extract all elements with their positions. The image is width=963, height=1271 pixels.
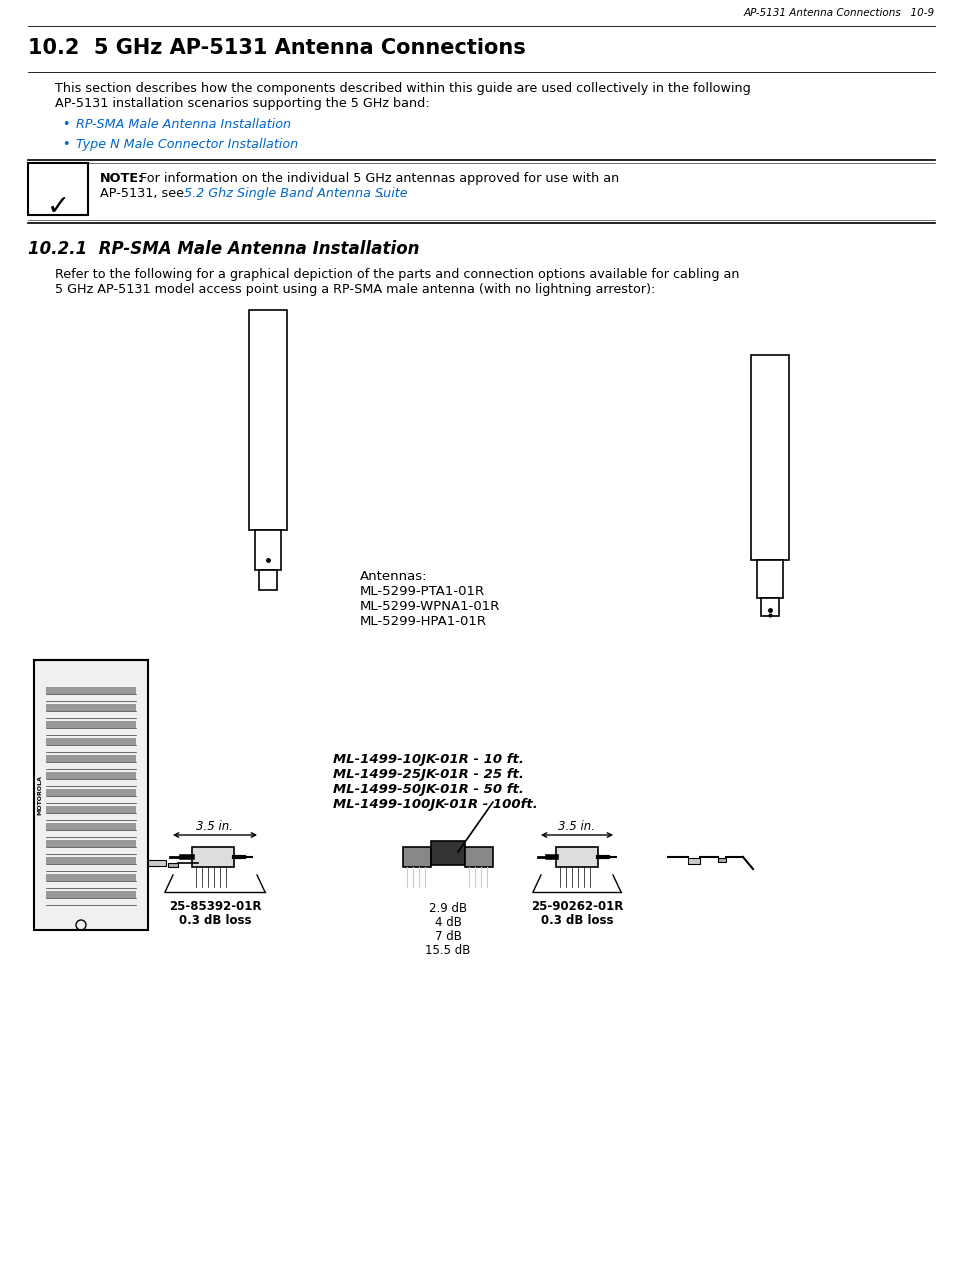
Bar: [46, 738, 136, 745]
Text: ML-1499-100JK-01R - 100ft.: ML-1499-100JK-01R - 100ft.: [333, 798, 537, 811]
Text: 25-90262-01R: 25-90262-01R: [531, 900, 623, 913]
Text: .: .: [380, 187, 384, 200]
Bar: [556, 846, 598, 867]
Bar: [148, 860, 166, 866]
Bar: [46, 755, 136, 763]
Text: ML-5299-PTA1-01R: ML-5299-PTA1-01R: [360, 585, 485, 597]
Bar: [259, 569, 277, 590]
Bar: [46, 840, 136, 846]
Bar: [46, 771, 136, 779]
Text: Refer to the following for a graphical depiction of the parts and connection opt: Refer to the following for a graphical d…: [55, 268, 740, 281]
Bar: [46, 789, 136, 796]
Bar: [46, 874, 136, 881]
Bar: [46, 721, 136, 728]
Text: ML-1499-25JK-01R - 25 ft.: ML-1499-25JK-01R - 25 ft.: [333, 768, 524, 780]
Bar: [46, 704, 136, 710]
Bar: [46, 824, 136, 830]
Text: 15.5 dB: 15.5 dB: [426, 944, 471, 957]
Text: 3.5 in.: 3.5 in.: [196, 820, 233, 833]
Bar: [718, 858, 726, 862]
Text: RP-SMA Male Antenna Installation: RP-SMA Male Antenna Installation: [76, 118, 291, 131]
Bar: [465, 846, 493, 867]
Bar: [192, 846, 234, 867]
Text: 5 GHz AP-5131 model access point using a RP-SMA male antenna (with no lightning : 5 GHz AP-5131 model access point using a…: [55, 283, 656, 296]
Text: 7 dB: 7 dB: [434, 930, 461, 943]
Text: Type N Male Connector Installation: Type N Male Connector Installation: [76, 139, 299, 151]
Text: MOTOROLA: MOTOROLA: [38, 775, 42, 815]
Text: •: •: [62, 139, 69, 151]
Text: 4 dB: 4 dB: [434, 916, 461, 929]
Bar: [688, 858, 700, 864]
Text: ML-1499-10JK-01R - 10 ft.: ML-1499-10JK-01R - 10 ft.: [333, 752, 524, 766]
Bar: [46, 806, 136, 813]
Text: 0.3 dB loss: 0.3 dB loss: [541, 914, 613, 927]
Text: AP-5131, see: AP-5131, see: [100, 187, 188, 200]
Bar: [403, 846, 431, 867]
Bar: [168, 863, 178, 867]
Text: Antennas:: Antennas:: [360, 569, 428, 583]
Text: 25-85392-01R: 25-85392-01R: [169, 900, 261, 913]
Bar: [757, 561, 783, 597]
Bar: [431, 841, 465, 866]
Text: NOTE:: NOTE:: [100, 172, 144, 186]
Text: ML-5299-WPNA1-01R: ML-5299-WPNA1-01R: [360, 600, 501, 613]
Bar: [46, 891, 136, 899]
Text: 10.2.1  RP-SMA Male Antenna Installation: 10.2.1 RP-SMA Male Antenna Installation: [28, 240, 420, 258]
Bar: [761, 597, 779, 616]
Bar: [28, 163, 88, 215]
Bar: [255, 530, 281, 569]
Bar: [46, 857, 136, 864]
Text: For information on the individual 5 GHz antennas approved for use with an: For information on the individual 5 GHz …: [136, 172, 619, 186]
Text: 3.5 in.: 3.5 in.: [559, 820, 595, 833]
Bar: [249, 310, 287, 530]
Text: ML-1499-50JK-01R - 50 ft.: ML-1499-50JK-01R - 50 ft.: [333, 783, 524, 796]
Text: AP-5131 Antenna Connections   10-9: AP-5131 Antenna Connections 10-9: [743, 8, 935, 18]
Bar: [46, 688, 136, 694]
Bar: [751, 355, 789, 561]
Text: AP-5131 installation scenarios supporting the 5 GHz band:: AP-5131 installation scenarios supportin…: [55, 97, 429, 111]
Text: ML-5299-HPA1-01R: ML-5299-HPA1-01R: [360, 615, 487, 628]
Text: ✓: ✓: [46, 193, 69, 221]
Text: 0.3 dB loss: 0.3 dB loss: [179, 914, 251, 927]
Text: This section describes how the components described within this guide are used c: This section describes how the component…: [55, 83, 751, 95]
Bar: [34, 660, 148, 930]
Text: 5.2 Ghz Single Band Antenna Suite: 5.2 Ghz Single Band Antenna Suite: [184, 187, 407, 200]
Text: •: •: [62, 118, 69, 131]
Text: 10.2  5 GHz AP-5131 Antenna Connections: 10.2 5 GHz AP-5131 Antenna Connections: [28, 38, 526, 58]
Text: 2.9 dB: 2.9 dB: [429, 902, 467, 915]
